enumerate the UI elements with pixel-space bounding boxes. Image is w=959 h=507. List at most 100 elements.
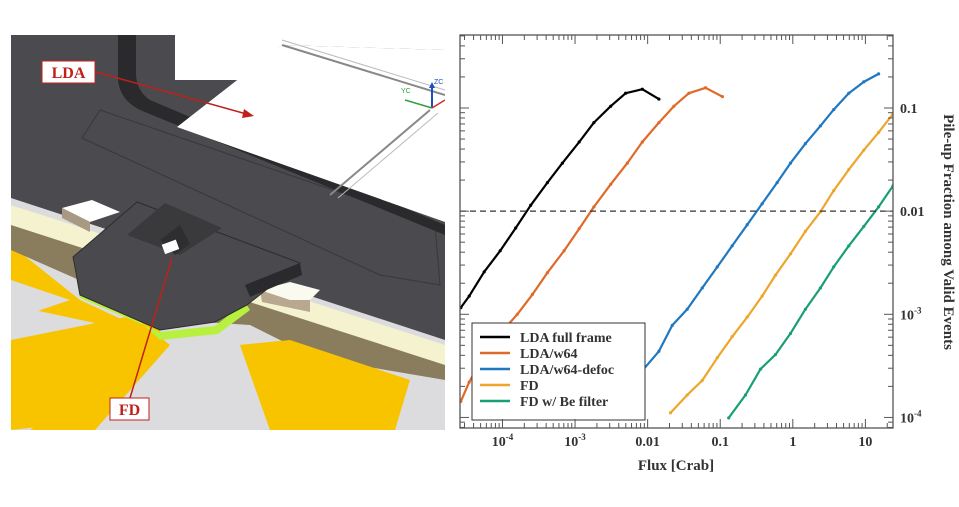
data-point	[670, 323, 674, 328]
plot-frame	[459, 34, 894, 429]
data-point	[657, 349, 661, 353]
data-point	[703, 86, 708, 90]
axis-triad-icon: YC ZC	[401, 79, 445, 109]
series-lda-full-frame	[460, 87, 661, 310]
data-point	[467, 294, 471, 298]
legend-item: LDA/w64	[480, 347, 578, 362]
data-point	[862, 224, 866, 229]
svg-text:FD: FD	[119, 402, 140, 419]
x-tick-label: 10	[858, 435, 872, 450]
data-point	[640, 87, 644, 91]
data-point	[530, 292, 535, 296]
x-axis-label: Flux [Crab]	[638, 458, 714, 474]
detector-illustration: YC ZC LDA	[11, 35, 445, 430]
data-point	[577, 227, 581, 231]
data-point	[730, 244, 734, 248]
fan-wedge	[240, 340, 410, 430]
data-point	[609, 182, 613, 186]
data-point	[529, 203, 533, 207]
data-point	[788, 161, 793, 165]
data-point	[514, 226, 518, 230]
data-point	[775, 181, 779, 185]
data-point	[715, 265, 719, 269]
legend-box	[471, 322, 646, 421]
y-tick-labels: 0.1 0.01 10-3 10-4	[900, 102, 925, 426]
data-point	[847, 167, 851, 172]
lda-window	[177, 45, 445, 222]
data-point	[562, 249, 566, 253]
y-tick-label: 10-3	[900, 305, 922, 323]
fd-module	[72, 201, 302, 340]
data-point	[803, 229, 807, 233]
data-point	[640, 140, 644, 144]
data-point	[832, 108, 836, 112]
data-point	[877, 130, 881, 134]
legend-label: LDA/w64	[520, 347, 578, 362]
series-lda-w64-defoc	[612, 72, 881, 420]
data-point	[545, 271, 550, 275]
data-point	[609, 104, 613, 108]
data-point	[657, 121, 661, 125]
fd-label: FD	[109, 397, 150, 421]
x-tick-labels: 10-4 10-3 0.01 0.1 1 10	[492, 432, 873, 450]
data-point	[467, 380, 471, 384]
legend-label: FD w/ Be filter	[520, 395, 608, 410]
legend-item: LDA full frame	[480, 331, 612, 346]
series-fd-w-be-filter	[727, 184, 893, 420]
triad-label-yc: YC	[401, 88, 411, 95]
data-point	[758, 367, 763, 371]
data-point	[498, 249, 502, 253]
series-line	[612, 72, 880, 419]
x-tick-label: 1	[789, 435, 796, 450]
legend-label: FD	[520, 379, 539, 394]
data-point	[773, 352, 778, 357]
series-fd	[668, 112, 893, 415]
data-point	[803, 307, 807, 311]
standoff-side	[62, 208, 90, 232]
fan-wedge	[30, 337, 170, 430]
legend-label: LDA full frame	[520, 331, 612, 346]
data-point	[560, 161, 565, 165]
data-point	[700, 378, 704, 383]
fan-gap	[11, 280, 70, 320]
series-line	[669, 113, 893, 414]
data-point	[877, 72, 881, 76]
data-point	[862, 80, 866, 84]
data-point	[727, 416, 731, 420]
data-point	[847, 91, 851, 95]
window-rim	[118, 35, 445, 235]
y-axis-label: Pile-up Fraction among Valid Events	[940, 114, 956, 350]
data-point	[877, 205, 881, 209]
data-point	[515, 312, 519, 316]
data-point	[862, 148, 866, 152]
data-point	[482, 270, 486, 274]
series-line	[727, 185, 893, 419]
grid-line	[281, 39, 445, 91]
fd-arrow	[129, 257, 173, 399]
standoff-side	[260, 290, 310, 312]
series-line	[460, 88, 660, 309]
y-tick-label: 10-4	[900, 408, 922, 426]
grid-line	[337, 112, 439, 199]
data-point	[668, 411, 673, 415]
legend-item: FD	[480, 379, 539, 394]
data-point	[832, 189, 836, 193]
fan-wedge	[11, 310, 160, 430]
grid-line	[329, 109, 431, 196]
standoff	[62, 200, 120, 222]
window-top	[140, 35, 445, 80]
grid-line	[281, 44, 445, 96]
data-point	[745, 223, 749, 227]
data-point	[577, 140, 581, 144]
legend-item: LDA/w64-defoc	[480, 363, 614, 378]
plate-recess	[81, 109, 441, 286]
data-point	[788, 331, 793, 336]
data-point	[745, 315, 749, 319]
data-point	[743, 393, 748, 397]
x-tick-label: 10-4	[492, 432, 514, 450]
data-point	[788, 252, 793, 256]
data-point	[624, 91, 628, 95]
